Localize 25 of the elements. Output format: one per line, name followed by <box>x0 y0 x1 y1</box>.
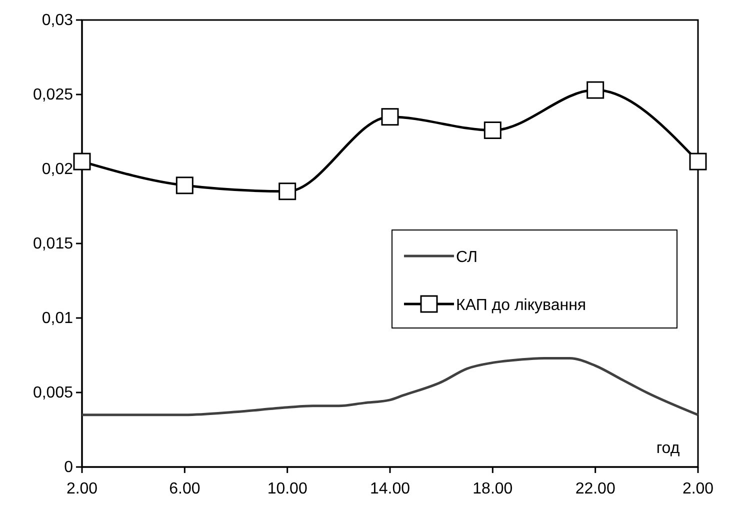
x-axis-title: год <box>656 440 680 457</box>
point <box>278 182 296 200</box>
y-tick-label: 0,02 <box>42 161 74 178</box>
x-tick-label: 10.00 <box>267 480 308 498</box>
line-series <box>80 356 700 416</box>
x-tick-label: 2.00 <box>66 480 98 498</box>
y-tick-label: 0,03 <box>42 12 74 30</box>
y-tick-label: 0,005 <box>32 384 74 402</box>
x-tick-label: 14.00 <box>370 480 410 498</box>
x-tick-label: 2.00 <box>682 480 714 498</box>
y-tick-label: 0,025 <box>32 86 74 104</box>
x-tick-label: 22.00 <box>575 480 616 498</box>
point <box>381 108 399 126</box>
point <box>484 122 502 140</box>
point <box>689 152 707 170</box>
legend-label: КАП до лікування <box>456 297 586 314</box>
legend-label: СЛ <box>456 249 478 266</box>
y-tick-label: 0,01 <box>42 310 74 328</box>
y-tick-label: 0,015 <box>32 236 74 253</box>
x-tick-label: 18.00 <box>472 480 513 498</box>
y-tick-label: 0 <box>64 459 74 476</box>
point <box>73 152 91 170</box>
point <box>586 81 604 99</box>
x-tick-label: 6.00 <box>169 480 200 498</box>
point <box>176 176 194 194</box>
